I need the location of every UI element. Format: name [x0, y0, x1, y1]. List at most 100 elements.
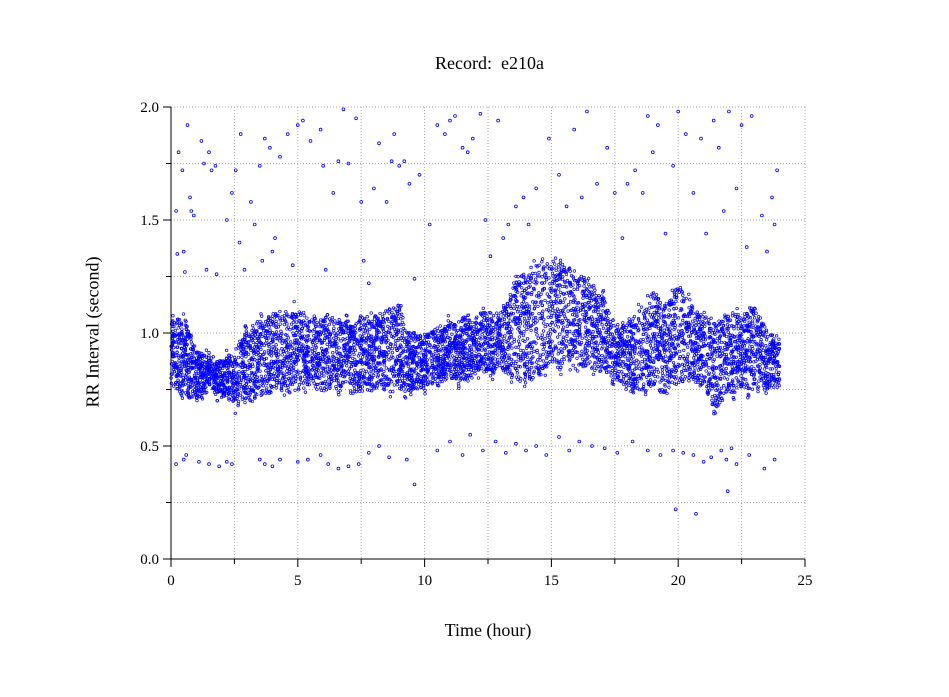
- data-point: [539, 316, 544, 320]
- data-point: [650, 350, 655, 354]
- data-point: [760, 343, 764, 347]
- data-point: [234, 347, 238, 351]
- data-point: [319, 381, 323, 385]
- data-point: [359, 323, 363, 328]
- data-point: [547, 308, 551, 312]
- data-point: [322, 374, 326, 378]
- data-point: [276, 349, 281, 353]
- data-point: [751, 309, 755, 313]
- data-point: [457, 384, 461, 388]
- data-point: [450, 354, 455, 358]
- data-point: [575, 305, 579, 309]
- data-point: [300, 326, 304, 331]
- data-point: [512, 293, 516, 298]
- data-point: [260, 389, 265, 393]
- data-point: [563, 280, 567, 285]
- data-point: [376, 329, 380, 333]
- data-point: [658, 389, 662, 393]
- data-point: [635, 358, 639, 362]
- data-point: [578, 276, 582, 281]
- data-point: [558, 319, 562, 323]
- data-point: [529, 346, 534, 351]
- data-point: [328, 340, 332, 345]
- data-point: [174, 381, 178, 385]
- data-point: [180, 396, 185, 400]
- data-point: [268, 368, 273, 372]
- data-point: [688, 338, 693, 343]
- data-point: [720, 363, 724, 367]
- data-point: [540, 260, 544, 264]
- data-point: [545, 340, 549, 345]
- data-point: [376, 373, 380, 377]
- data-point: [490, 361, 495, 365]
- data-point: [513, 366, 517, 370]
- data-point: [298, 330, 302, 335]
- data-point: [765, 385, 769, 390]
- data-point: [589, 299, 594, 303]
- data-point: [628, 353, 633, 357]
- data-point: [566, 309, 570, 313]
- data-point: [265, 339, 269, 343]
- data-point: [751, 333, 755, 337]
- data-point: [240, 355, 244, 359]
- data-point: [368, 365, 373, 369]
- data-point: [326, 355, 331, 359]
- data-point: [776, 342, 780, 347]
- data-point: [381, 317, 385, 321]
- data-point: [203, 368, 207, 372]
- data-point: [502, 364, 507, 368]
- data-point: [255, 322, 259, 326]
- data-point: [449, 374, 453, 378]
- data-point: [344, 313, 348, 317]
- data-point: [650, 369, 654, 374]
- data-point: [338, 324, 343, 329]
- data-point: [715, 399, 719, 403]
- data-point: [514, 345, 518, 349]
- data-point: [531, 376, 535, 380]
- data-point: [511, 359, 515, 363]
- data-point: [233, 384, 238, 388]
- data-point: [545, 356, 549, 360]
- data-point: [444, 349, 448, 354]
- data-point: [381, 353, 386, 357]
- data-point: [339, 365, 344, 369]
- data-point: [774, 364, 778, 368]
- data-point: [564, 272, 569, 276]
- data-point: [324, 330, 328, 335]
- data-point: [764, 351, 768, 355]
- data-point: [362, 372, 367, 376]
- data-point: [707, 372, 711, 377]
- data-point: [731, 396, 735, 400]
- data-point: [266, 351, 271, 355]
- data-point: [712, 348, 717, 352]
- data-point: [576, 300, 581, 305]
- data-point: [550, 339, 554, 343]
- data-point: [235, 394, 239, 398]
- data-point: [282, 393, 287, 397]
- data-point: [288, 340, 293, 344]
- data-point: [333, 339, 338, 343]
- data-point: [328, 386, 332, 390]
- data-point: [351, 350, 355, 354]
- data-point: [333, 344, 337, 348]
- data-point: [368, 344, 373, 348]
- data-point: [523, 278, 528, 282]
- data-point: [399, 336, 403, 340]
- data-point: [410, 374, 414, 378]
- data-point: [710, 387, 714, 391]
- data-point: [174, 353, 178, 358]
- data-point: [295, 315, 299, 319]
- data-point: [291, 357, 295, 361]
- data-point: [426, 374, 430, 378]
- data-point: [686, 352, 690, 356]
- data-point: [261, 325, 265, 330]
- data-point: [186, 388, 190, 392]
- data-point: [598, 315, 602, 320]
- data-point: [712, 322, 716, 326]
- data-point: [624, 381, 629, 385]
- data-point: [264, 363, 269, 368]
- data-point: [229, 362, 233, 366]
- data-point: [703, 379, 707, 384]
- data-point: [504, 310, 509, 314]
- data-point: [717, 319, 721, 323]
